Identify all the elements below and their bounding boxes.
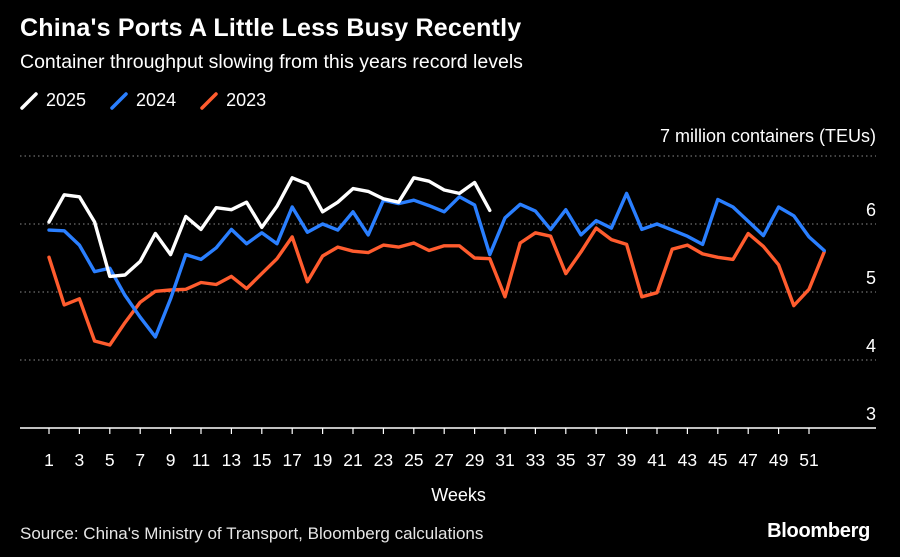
x-tick-label: 47 [738,450,757,470]
legend-label-2025: 2025 [46,90,87,110]
x-tick-label: 7 [135,450,145,470]
legend-label-2023: 2023 [226,90,267,110]
x-tick-label: 39 [617,450,636,470]
x-axis-label: Weeks [431,485,486,505]
x-tick-label: 37 [586,450,605,470]
series-line-2023 [47,226,826,347]
x-tick-label: 51 [799,450,818,470]
source-note: Source: China's Ministry of Transport, B… [20,524,484,543]
chart-legend: 2025 2024 2023 [20,90,266,111]
legend-label-2024: 2024 [136,90,177,110]
legend-swatch-2025-icon [20,91,38,110]
y-tick-label: 3 [866,404,876,424]
series-line-2025 [47,176,492,279]
x-tick-label: 3 [75,450,85,470]
x-tick-label: 23 [374,450,393,470]
x-tick-label: 21 [343,450,362,470]
x-tick-label: 1 [44,450,54,470]
x-tick-label: 15 [252,450,271,470]
x-tick-label: 19 [313,450,332,470]
legend-item-2024: 2024 [110,90,176,111]
bloomberg-logo: Bloomberg [767,520,870,542]
x-tick-label: 9 [166,450,176,470]
y-tick-label: 4 [866,336,876,356]
y-tick-label: 6 [866,200,876,220]
legend-item-2025: 2025 [20,90,86,111]
chart-title: China's Ports A Little Less Busy Recentl… [20,14,522,42]
x-tick-label: 35 [556,450,575,470]
x-tick-label: 11 [192,450,210,470]
x-tick-label: 25 [404,450,423,470]
legend-swatch-2023-icon [200,91,218,110]
series-lines [47,176,826,347]
series-line-2024 [47,191,826,339]
x-tick-label: 31 [495,450,514,470]
legend-item-2023: 2023 [200,90,266,111]
x-tick-label: 5 [105,450,115,470]
x-tick-label: 33 [526,450,545,470]
gridlines [20,155,876,361]
x-tick-label: 13 [222,450,241,470]
chart-subtitle: Container throughput slowing from this y… [20,51,523,73]
x-tick-label: 29 [465,450,484,470]
x-tick-label: 43 [678,450,697,470]
legend-swatch-2024-icon [110,91,128,110]
y-tick-label: 5 [866,268,876,288]
x-tick-label: 49 [769,450,788,470]
x-tick-label: 41 [647,450,666,470]
x-tick-label: 45 [708,450,727,470]
x-tick-label: 17 [282,450,301,470]
x-tick-label: 27 [434,450,453,470]
y-axis-label: 7 million containers (TEUs) [660,126,876,146]
